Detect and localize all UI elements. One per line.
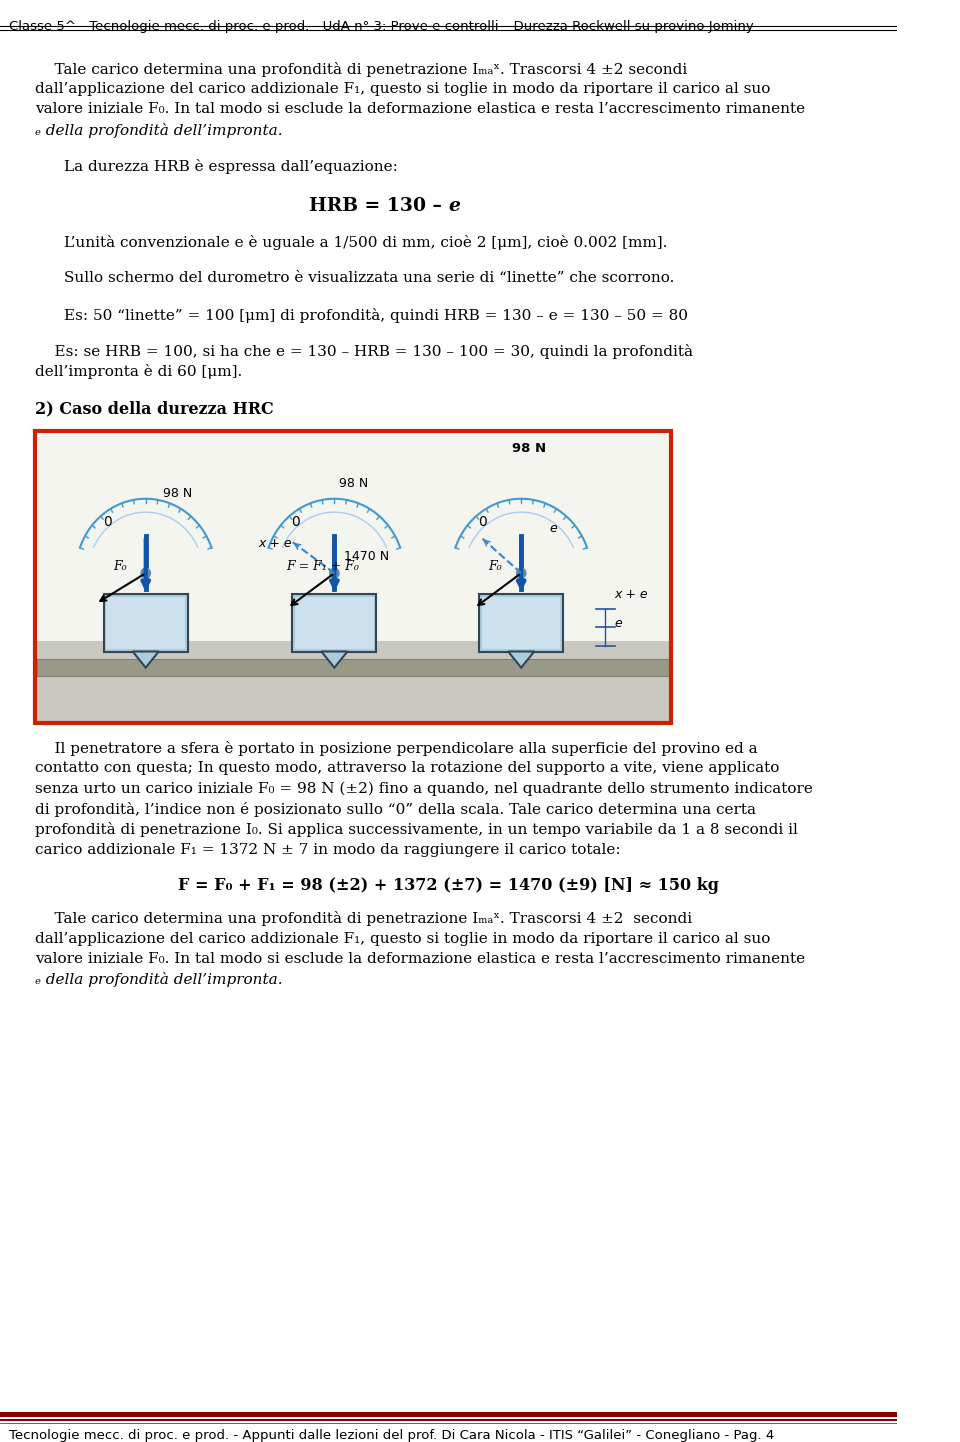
Text: Tale carico determina una profondità di penetrazione Iₘₐˣ. Trascorsi 4 ±2  secon: Tale carico determina una profondità di … bbox=[36, 911, 692, 926]
Text: Es: 50 “linette” = 100 [μm] di profondità, quindi HRB = 130 – e = 130 – 50 = 80: Es: 50 “linette” = 100 [μm] di profondit… bbox=[63, 307, 687, 323]
Text: ₑ della profondità dell’impronta.: ₑ della profondità dell’impronta. bbox=[36, 972, 283, 988]
Text: dell’impronta è di 60 [μm].: dell’impronta è di 60 [μm]. bbox=[36, 363, 243, 379]
Text: L’unità convenzionale e è uguale a 1/500 di mm, cioè 2 [μm], cioè 0.002 [mm].: L’unità convenzionale e è uguale a 1/500… bbox=[63, 235, 667, 249]
Text: Classe 5^ - Tecnologie mecc. di proc. e prod. - UdA n° 3: Prove e controlli – Du: Classe 5^ - Tecnologie mecc. di proc. e … bbox=[10, 20, 755, 33]
Text: La durezza HRB è espressa dall’equazione:: La durezza HRB è espressa dall’equazione… bbox=[63, 159, 397, 173]
Text: dall’applicazione del carico addizionale F₁, questo si toglie in modo da riporta: dall’applicazione del carico addizionale… bbox=[36, 932, 771, 946]
Text: 0: 0 bbox=[103, 515, 111, 529]
Text: Es: se HRB = 100, si ha che e = 130 – HRB = 130 – 100 = 30, quindi la profondità: Es: se HRB = 100, si ha che e = 130 – HR… bbox=[36, 343, 693, 359]
Text: x + e: x + e bbox=[614, 588, 648, 601]
Bar bbox=[37, 659, 669, 676]
Text: Il penetratore a sfera è portato in posizione perpendicolare alla superficie del: Il penetratore a sfera è portato in posi… bbox=[36, 741, 758, 756]
Text: Sullo schermo del durometro è visualizzata una serie di “linette” che scorrono.: Sullo schermo del durometro è visualizza… bbox=[63, 271, 674, 286]
Text: 98 N: 98 N bbox=[512, 443, 546, 456]
Bar bbox=[36, 431, 671, 724]
Text: 1470 N: 1470 N bbox=[344, 549, 389, 562]
Text: e: e bbox=[549, 522, 557, 535]
Text: F₀: F₀ bbox=[113, 559, 127, 572]
Text: 2) Caso della durezza HRC: 2) Caso della durezza HRC bbox=[36, 401, 275, 417]
Bar bbox=[107, 597, 185, 649]
Text: ₑ della profondità dell’impronta.: ₑ della profondità dell’impronta. bbox=[36, 123, 283, 137]
Text: di profondità, l’indice non é posizionato sullo “0” della scala. Tale carico det: di profondità, l’indice non é posizionat… bbox=[36, 802, 756, 818]
Text: F₀: F₀ bbox=[489, 559, 502, 572]
Text: HRB = 130 –: HRB = 130 – bbox=[309, 198, 448, 215]
Text: Tecnologie mecc. di proc. e prod. - Appunti dalle lezioni del prof. Di Cara Nico: Tecnologie mecc. di proc. e prod. - Appu… bbox=[10, 1429, 775, 1442]
Polygon shape bbox=[508, 652, 535, 668]
Bar bbox=[37, 642, 669, 724]
Text: 0: 0 bbox=[292, 515, 300, 529]
Circle shape bbox=[329, 568, 339, 578]
Bar bbox=[36, 431, 671, 724]
Text: contatto con questa; In questo modo, attraverso la rotazione del supporto a vite: contatto con questa; In questo modo, att… bbox=[36, 761, 780, 776]
Text: F = F₀ + F₁ = 98 (±2) + 1372 (±7) = 1470 (±9) [N] ≈ 150 kg: F = F₀ + F₁ = 98 (±2) + 1372 (±7) = 1470… bbox=[178, 877, 719, 894]
Text: e: e bbox=[614, 617, 622, 630]
Text: profondità di penetrazione I₀. Si applica successivamente, in un tempo variabile: profondità di penetrazione I₀. Si applic… bbox=[36, 822, 799, 838]
Text: Tale carico determina una profondità di penetrazione Iₘₐˣ. Trascorsi 4 ±2 second: Tale carico determina una profondità di … bbox=[36, 62, 687, 76]
Bar bbox=[479, 594, 564, 652]
Bar bbox=[295, 597, 373, 649]
Text: 0: 0 bbox=[478, 515, 487, 529]
Text: valore iniziale F₀. In tal modo si esclude la deformazione elastica e resta l’ac: valore iniziale F₀. In tal modo si esclu… bbox=[36, 952, 805, 966]
Text: F = F₁ + F₀: F = F₁ + F₀ bbox=[286, 559, 359, 572]
Bar bbox=[0, 1419, 897, 1420]
Text: carico addizionale F₁ = 1372 N ± 7 in modo da raggiungere il carico totale:: carico addizionale F₁ = 1372 N ± 7 in mo… bbox=[36, 842, 621, 857]
Circle shape bbox=[141, 568, 151, 578]
Bar bbox=[37, 433, 669, 642]
Text: e: e bbox=[448, 198, 460, 215]
Polygon shape bbox=[132, 652, 158, 668]
Polygon shape bbox=[322, 652, 348, 668]
Bar bbox=[293, 594, 376, 652]
Bar bbox=[104, 594, 188, 652]
Text: 98 N: 98 N bbox=[162, 487, 192, 500]
Text: dall’applicazione del carico addizionale F₁, questo si toglie in modo da riporta: dall’applicazione del carico addizionale… bbox=[36, 82, 771, 95]
Text: senza urto un carico iniziale F₀ = 98 N (±2) fino a quando, nel quadrante dello : senza urto un carico iniziale F₀ = 98 N … bbox=[36, 782, 813, 796]
Text: x + e: x + e bbox=[259, 536, 293, 549]
Text: valore iniziale F₀. In tal modo si esclude la deformazione elastica e resta l’ac: valore iniziale F₀. In tal modo si esclu… bbox=[36, 102, 805, 117]
Bar bbox=[482, 597, 561, 649]
Text: 98 N: 98 N bbox=[339, 477, 369, 490]
Circle shape bbox=[516, 568, 526, 578]
Bar bbox=[0, 1412, 897, 1416]
